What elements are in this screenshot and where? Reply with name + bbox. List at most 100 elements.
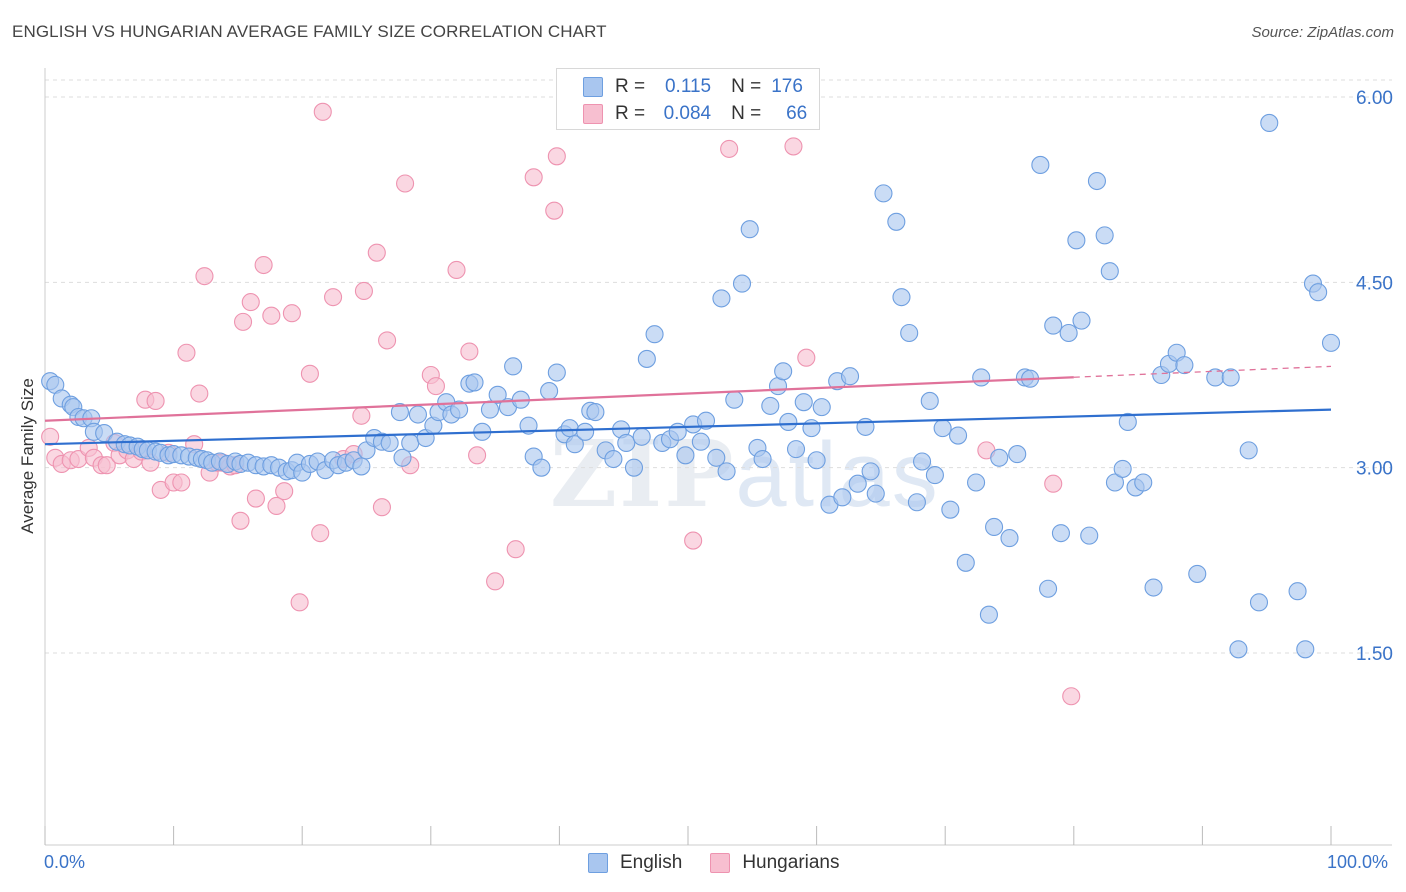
hungarians-point-35 xyxy=(262,306,281,325)
stats-legend: R = 0.115 N = 176 R = 0.084 N = 66 xyxy=(556,68,820,130)
y-tick-label-2: 4.50 xyxy=(1356,273,1393,294)
y-tick-label-3: 6.00 xyxy=(1356,88,1393,109)
hungarians-point-30 xyxy=(231,511,250,530)
english-point-122 xyxy=(892,288,911,307)
english-point-93 xyxy=(691,432,710,451)
english-point-171 xyxy=(1309,283,1328,302)
english-point-65 xyxy=(488,385,507,404)
legend-row-english: R = 0.115 N = 176 xyxy=(583,74,803,100)
hungarians-point-23 xyxy=(190,384,209,403)
english-point-53 xyxy=(401,433,420,453)
english-point-86 xyxy=(637,349,656,368)
hungarians-r-value: 0.084 xyxy=(663,103,712,124)
english-point-46 xyxy=(352,457,371,476)
english-point-75 xyxy=(560,419,579,438)
english-point-87 xyxy=(645,325,664,344)
english-point-147 xyxy=(1072,311,1091,330)
english-point-138 xyxy=(1008,445,1027,464)
english-point-110 xyxy=(807,451,826,470)
hungarians-point-67 xyxy=(1044,474,1063,493)
english-point-134 xyxy=(979,605,998,624)
english-point-94 xyxy=(696,411,716,430)
legend-item-hungarians[interactable]: Hungarians xyxy=(710,852,840,874)
english-point-120 xyxy=(874,184,893,203)
hungarians-point-50 xyxy=(378,331,397,350)
hungarians-point-69 xyxy=(784,137,803,156)
hungarians-point-33 xyxy=(246,489,265,508)
hungarians-point-39 xyxy=(290,593,309,612)
english-point-130 xyxy=(949,426,968,445)
hungarians-point-37 xyxy=(275,482,294,501)
hungarians-point-54 xyxy=(426,377,445,396)
english-point-106 xyxy=(779,412,798,432)
hungarians-legend-swatch xyxy=(710,853,731,873)
hungarians-point-60 xyxy=(524,168,543,187)
english-point-69 xyxy=(519,416,538,435)
hungarians-point-16 xyxy=(146,391,165,410)
english-point-54 xyxy=(408,405,427,424)
english-legend-swatch xyxy=(588,853,608,873)
hungarians-point-59 xyxy=(506,540,525,559)
english-point-172 xyxy=(1321,333,1341,352)
english-point-96 xyxy=(712,289,731,308)
hungarians-trend-line xyxy=(44,376,1074,422)
hungarians-point-65 xyxy=(797,348,816,367)
hungarians-point-36 xyxy=(267,496,286,516)
english-r-value: 0.115 xyxy=(664,76,712,97)
english-point-64 xyxy=(480,400,500,419)
english-point-118 xyxy=(861,462,880,481)
english-point-142 xyxy=(1039,579,1058,598)
english-point-156 xyxy=(1134,473,1153,492)
hungarians-point-57 xyxy=(468,446,487,465)
hungarians-point-31 xyxy=(233,312,253,331)
hungarians-n-label: N = xyxy=(731,103,762,124)
english-point-161 xyxy=(1175,356,1194,375)
english-point-165 xyxy=(1229,640,1248,659)
hungarians-n-value: 66 xyxy=(786,103,808,124)
english-point-79 xyxy=(586,403,605,422)
hungarians-point-38 xyxy=(282,304,301,323)
english-point-143 xyxy=(1044,316,1063,335)
english-point-151 xyxy=(1100,262,1119,281)
english-point-150 xyxy=(1095,226,1114,245)
hungarians-point-20 xyxy=(172,473,191,492)
english-point-98 xyxy=(725,390,744,409)
english-point-154 xyxy=(1118,412,1137,432)
chart-title: ENGLISH VS HUNGARIAN AVERAGE FAMILY SIZE… xyxy=(12,22,607,41)
english-n-label: N = xyxy=(731,76,762,97)
english-point-119 xyxy=(866,484,885,503)
english-point-108 xyxy=(794,393,813,412)
english-point-168 xyxy=(1260,113,1279,132)
english-point-149 xyxy=(1087,171,1106,191)
english-point-105 xyxy=(774,362,793,381)
source-note: Source: ZipAtlas.com xyxy=(1251,24,1394,41)
hungarians-point-51 xyxy=(396,174,415,193)
x-tick-label-max: 100.0% xyxy=(1327,852,1389,872)
english-n-value: 176 xyxy=(771,76,803,97)
english-point-91 xyxy=(676,446,695,465)
english-point-85 xyxy=(632,427,651,446)
english-point-125 xyxy=(913,452,932,471)
english-point-60 xyxy=(450,400,469,419)
english-point-52 xyxy=(393,448,412,467)
english-point-84 xyxy=(624,458,644,477)
legend-row-hungarians: R = 0.084 N = 66 xyxy=(583,101,807,127)
english-point-83 xyxy=(617,433,636,453)
english-point-152 xyxy=(1105,473,1125,492)
y-tick-labels: 1.50 3.00 4.50 6.00 xyxy=(1356,88,1393,665)
english-point-173 xyxy=(1296,640,1315,659)
english-trend-line xyxy=(44,408,1332,446)
english-point-109 xyxy=(802,419,821,438)
hungarians-point-43 xyxy=(324,288,343,307)
english-point-76 xyxy=(565,435,584,454)
english-point-115 xyxy=(840,367,860,386)
english-r-label: R = xyxy=(615,76,646,97)
english-point-153 xyxy=(1113,459,1132,478)
hungarians-point-42 xyxy=(313,102,332,121)
english-point-111 xyxy=(812,398,831,417)
english-point-71 xyxy=(532,458,551,477)
english-point-102 xyxy=(753,449,772,469)
english-point-148 xyxy=(1080,526,1099,545)
legend-item-english[interactable]: English xyxy=(588,852,682,874)
english-point-73 xyxy=(547,363,566,382)
